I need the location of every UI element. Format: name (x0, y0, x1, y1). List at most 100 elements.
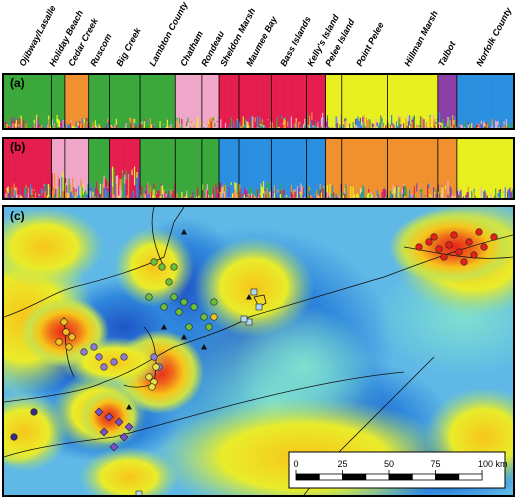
structure-bar-segment (339, 196, 341, 198)
structure-bar-segment (227, 75, 229, 128)
structure-bar-segment (336, 117, 339, 124)
structure-bar-segment (296, 186, 299, 194)
structure-bar-segment (274, 139, 277, 198)
structure-bar-segment (200, 75, 203, 121)
structure-bar-segment (68, 178, 70, 194)
sample-point (104, 412, 114, 422)
structure-bar-segment (166, 194, 169, 198)
structure-bar-segment (492, 139, 495, 198)
structure-bar-segment (446, 139, 448, 198)
structure-bar-segment (364, 75, 367, 127)
structure-bar-segment (13, 117, 15, 120)
structure-bar-segment (172, 139, 175, 191)
structure-bar-segment (44, 75, 46, 118)
scale-bar-segment (342, 473, 367, 481)
structure-bar-segment (358, 139, 361, 190)
structure-bar-segment (495, 188, 497, 195)
structure-bar-segment (132, 190, 135, 198)
structure-bar-segment (339, 75, 341, 123)
structure-bar-segment (363, 75, 365, 115)
sample-point (110, 358, 118, 366)
structure-bar-segment (296, 193, 299, 198)
structure-bar-segment (63, 75, 66, 121)
structure-bar-segment (298, 122, 300, 128)
structure-bar-segment (220, 121, 222, 128)
structure-bar-segment (100, 139, 103, 185)
structure-bar-segment (27, 187, 30, 193)
structure-bar-segment (256, 116, 259, 128)
structure-bar-segment (211, 75, 214, 117)
structure-bar-segment (404, 196, 406, 198)
structure-bar-segment (160, 75, 163, 128)
structure-bar-segment (200, 139, 203, 198)
structure-bar-segment (371, 139, 374, 194)
structure-bar-segment (89, 139, 92, 188)
structure-bar-segment (121, 170, 124, 173)
structure-bar-segment (68, 139, 70, 179)
structure-bar-segment (392, 75, 394, 124)
structure-bar-segment (497, 193, 499, 197)
structure-bar-segment (455, 193, 458, 195)
structure-bar-segment (352, 139, 355, 187)
structure-bar-segment (52, 127, 55, 128)
structure-bar-segment (83, 75, 86, 120)
structure-bar-segment (473, 188, 476, 192)
structure-bar-segment (298, 121, 300, 123)
structure-bar-segment (399, 139, 401, 192)
structure-bar-segment (460, 189, 462, 191)
structure-bar-segment (334, 75, 336, 128)
structure-bar-segment (433, 114, 435, 122)
structure-bar-segment (400, 75, 403, 125)
structure-bar-segment (264, 126, 266, 128)
structure-bar-segment (359, 188, 362, 194)
structure-bar-segment (244, 120, 247, 128)
structure-bar-segment (370, 139, 373, 193)
structure-bar-segment (473, 139, 476, 189)
structure-bar-segment (18, 139, 20, 198)
structure-bar-segment (392, 139, 394, 186)
structure-bar-segment (62, 139, 64, 172)
structure-bar-segment (237, 126, 240, 128)
structure-bar-segment (7, 186, 10, 193)
structure-bar-segment (138, 166, 141, 190)
structure-bar-segment (60, 126, 62, 128)
structure-bar-segment (298, 187, 300, 198)
structure-bar-segment (211, 117, 214, 128)
structure-bar-segment (193, 124, 195, 128)
structure-bar-segment (131, 125, 134, 127)
structure-bar-segment (299, 193, 301, 198)
structure-bar-segment (423, 139, 425, 198)
structure-bar-segment (369, 117, 371, 120)
structure-bar-segment (40, 125, 43, 128)
structure-bar-segment (214, 75, 216, 123)
structure-bar-segment (176, 75, 178, 118)
structure-bar-segment (51, 119, 54, 126)
structure-bar-segment (453, 139, 455, 185)
structure-bar-segment (440, 124, 442, 128)
structure-bar-segment (388, 75, 391, 128)
structure-bar-segment (87, 122, 89, 128)
structure-bar-segment (77, 185, 80, 198)
structure-bar-segment (92, 195, 94, 198)
structure-bar-segment (302, 75, 305, 125)
structure-bar-segment (88, 124, 91, 126)
structure-bar-segment (21, 196, 24, 198)
structure-bar-segment (230, 117, 233, 128)
sample-point (170, 263, 178, 271)
sample-point (100, 363, 108, 371)
structure-bar-segment (83, 196, 86, 198)
structure-bar-segment (261, 187, 264, 198)
structure-bar-segment (389, 190, 392, 198)
structure-bar-segment (92, 121, 94, 123)
structure-bar-segment (302, 188, 305, 198)
structure-bar-segment (5, 193, 7, 198)
structure-bar-segment (395, 186, 398, 198)
structure-bar-segment (277, 192, 279, 198)
structure-bar-segment (18, 126, 20, 128)
structure-bar-segment (138, 75, 141, 124)
structure-bar-segment (405, 186, 407, 197)
structure-bar-segment (291, 139, 294, 192)
sample-point (10, 433, 18, 441)
structure-bar-segment (158, 139, 160, 191)
structure-bar-segment (187, 75, 189, 118)
